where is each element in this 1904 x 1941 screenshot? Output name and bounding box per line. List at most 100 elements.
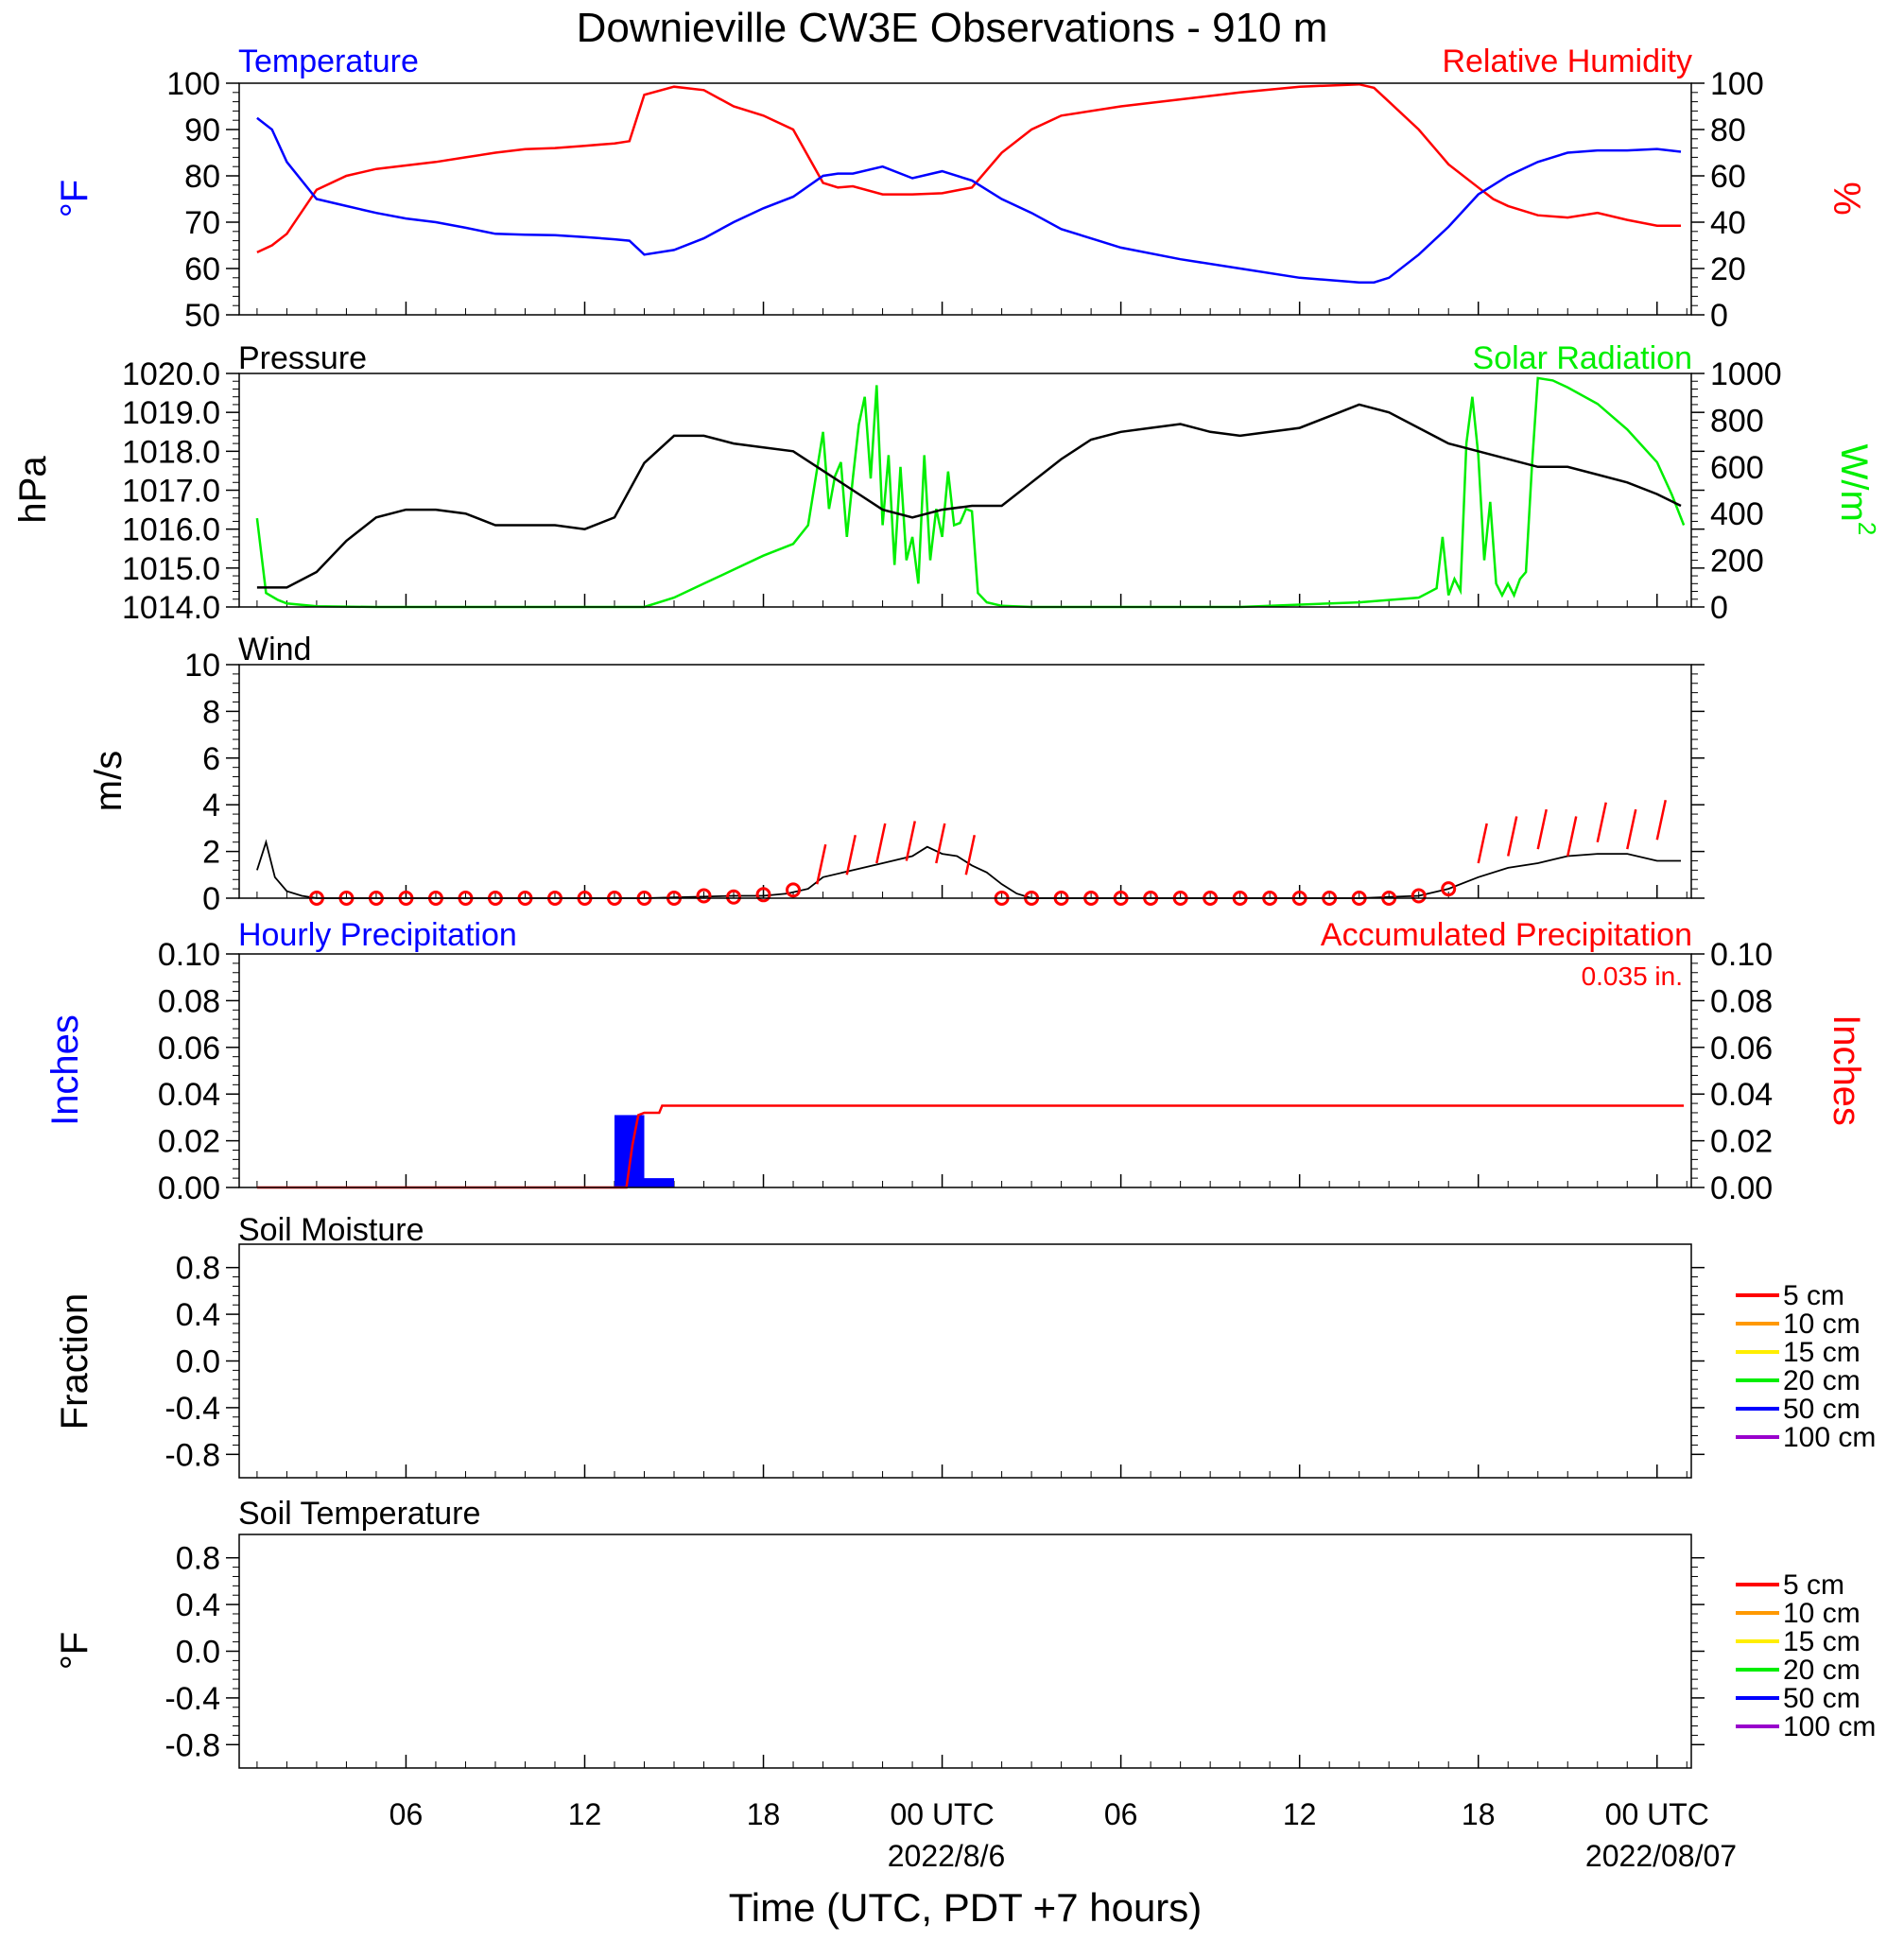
- hourly-precip-axis-label: Inches: [44, 1014, 86, 1126]
- x-tick-label: 00 UTC: [890, 1797, 994, 1831]
- soil-moisture-y-ticks: 0.8 0.4 0.0 -0.4 -0.8: [164, 1251, 220, 1474]
- y-tick-label-left: -0.4: [164, 1391, 220, 1427]
- soil-temperature-y-ticks: 0.8 0.4 0.0 -0.4 -0.8: [164, 1541, 220, 1764]
- legend-label: 15 cm: [1783, 1626, 1861, 1657]
- hourly-precip-bars: [614, 1115, 675, 1187]
- wind-barb-staff: [1566, 816, 1578, 857]
- y-tick-label-right: 20: [1710, 251, 1746, 287]
- solar-axis-unit: W/m: [1833, 444, 1875, 522]
- y-tick-label-left: 0.4: [176, 1587, 220, 1623]
- panel-2-frame: [238, 373, 1692, 608]
- y-tick-label-left: 8: [202, 694, 220, 730]
- y-tick-label-right: 400: [1710, 496, 1764, 532]
- wind-axis-label: m/s: [88, 751, 130, 811]
- y-tick-label-left: 0.8: [176, 1251, 220, 1287]
- wind-barb-staff: [1596, 802, 1607, 842]
- y-tick-label-left: 1016.0: [122, 512, 220, 548]
- y-tick-label-right: 40: [1710, 205, 1746, 241]
- solar-y-ticks: 1000 800 600 400 200 0: [1710, 356, 1782, 626]
- humidity-y-ticks: 100 80 60 40 20 0: [1710, 66, 1764, 334]
- y-tick-label-left: 0.0: [176, 1635, 220, 1671]
- temperature-series-line: [256, 116, 1682, 284]
- y-tick-label-right: 0.00: [1710, 1170, 1773, 1206]
- panel-wind: Wind m/s 10 8 6 4 2 0: [88, 632, 1705, 917]
- y-tick-label-right: 0.10: [1710, 937, 1773, 973]
- y-tick-label-left: 0.4: [176, 1297, 220, 1333]
- y-tick-label-left: -0.4: [164, 1681, 220, 1717]
- wind-barb-staff: [1507, 816, 1518, 857]
- panel-5-tick-marks: [226, 1266, 1705, 1478]
- legend-label: 100 cm: [1783, 1422, 1876, 1453]
- wind-barb-calm: [696, 888, 712, 904]
- y-tick-label-left: 0.08: [158, 983, 220, 1019]
- wind-barb-staff: [1477, 823, 1488, 864]
- accum-precip-title: Accumulated Precipitation: [1321, 917, 1692, 953]
- y-tick-label-left: 0.00: [158, 1170, 220, 1206]
- y-tick-label-left: -0.8: [164, 1437, 220, 1473]
- date-label-1: 2022/8/6: [888, 1839, 1006, 1873]
- solar-series-line: [255, 376, 1686, 609]
- wind-barb-staff: [964, 835, 977, 875]
- panel-1-frame: [238, 82, 1692, 316]
- panel-5-frame: [238, 1243, 1692, 1479]
- panel-temperature-humidity: Temperature Relative Humidity °F % 100 90…: [54, 43, 1867, 334]
- x-tick-label: 18: [1462, 1797, 1496, 1831]
- panel-1-tick-marks: [226, 82, 1705, 316]
- y-tick-label-left: 50: [184, 298, 220, 334]
- y-tick-label-left: 1017.0: [122, 474, 220, 510]
- x-tick-label: 00 UTC: [1605, 1797, 1709, 1831]
- x-tick-label: 12: [568, 1797, 602, 1831]
- panel-soil-temperature: Soil Temperature °F 0.8 0.4 0.0 -0.4 -0.8 5 …: [54, 1496, 1876, 1769]
- accum-precip-y-ticks: 0.10 0.08 0.06 0.04 0.02 0.00: [1710, 937, 1773, 1206]
- panel-4-frame: [238, 953, 1692, 1188]
- wind-barb-calm: [786, 882, 802, 898]
- y-tick-label-left: 0.06: [158, 1031, 220, 1066]
- humidity-title: Relative Humidity: [1442, 43, 1692, 79]
- soil-temperature-axis-label: °F: [54, 1632, 95, 1670]
- y-tick-label-left: 0: [202, 881, 220, 917]
- y-tick-label-left: 2: [202, 835, 220, 871]
- x-tick-label: 18: [747, 1797, 781, 1831]
- legend-label: 100 cm: [1783, 1711, 1876, 1742]
- x-tick-label: 06: [1104, 1797, 1138, 1831]
- wind-barb-staff: [1626, 808, 1637, 850]
- pressure-title: Pressure: [238, 340, 367, 376]
- pressure-series-line: [256, 403, 1682, 589]
- y-tick-label-left: 80: [184, 159, 220, 195]
- y-tick-label-right: 80: [1710, 113, 1746, 148]
- y-tick-label-left: 0.8: [176, 1541, 220, 1577]
- wind-barb-staff: [1536, 808, 1548, 850]
- y-tick-label-right: 0.08: [1710, 983, 1773, 1019]
- y-tick-label-left: 1020.0: [122, 356, 220, 392]
- y-tick-label-left: 6: [202, 741, 220, 777]
- legend-label: 10 cm: [1783, 1308, 1861, 1340]
- y-tick-label-left: -0.8: [164, 1727, 220, 1763]
- y-tick-label-left: 60: [184, 251, 220, 287]
- wind-title: Wind: [238, 632, 311, 667]
- y-tick-label-left: 1019.0: [122, 395, 220, 431]
- y-tick-label-left: 4: [202, 788, 220, 823]
- humidity-axis-label: %: [1826, 182, 1867, 216]
- wind-barb-staff: [875, 823, 887, 864]
- humidity-series-line: [256, 82, 1681, 254]
- panel-6-frame: [238, 1534, 1692, 1769]
- y-tick-label-right: 100: [1710, 66, 1764, 102]
- wind-barb-calm: [1411, 888, 1427, 904]
- x-axis-title: Time (UTC, PDT +7 hours): [729, 1885, 1203, 1930]
- wind-y-ticks: 10 8 6 4 2 0: [184, 648, 220, 917]
- accum-precip-axis-label: Inches: [1826, 1014, 1867, 1126]
- wind-barb-staff: [905, 821, 916, 861]
- temperature-axis-label: °F: [54, 180, 95, 217]
- y-tick-label-right: 800: [1710, 403, 1764, 439]
- panel-precipitation: Hourly Precipitation Accumulated Precipi…: [44, 917, 1867, 1206]
- panel-6-tick-marks: [226, 1556, 1705, 1768]
- y-tick-label-left: 90: [184, 113, 220, 148]
- x-axis-tick-labels: 06 12 18 00 UTC 06 12 18 00 UTC: [389, 1797, 1709, 1831]
- y-tick-label-left: 0.10: [158, 937, 220, 973]
- hourly-precip-y-ticks: 0.10 0.08 0.06 0.04 0.02 0.00: [158, 937, 220, 1206]
- y-tick-label-left: 1014.0: [122, 590, 220, 626]
